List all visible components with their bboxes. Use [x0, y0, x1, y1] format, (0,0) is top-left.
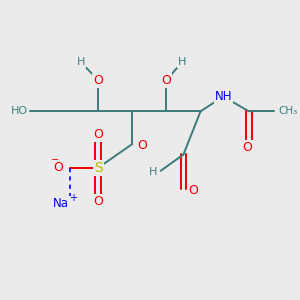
Text: O: O	[242, 141, 252, 154]
Text: +: +	[69, 193, 77, 202]
Text: H: H	[149, 167, 157, 177]
Text: O: O	[93, 195, 103, 208]
Text: O: O	[93, 74, 103, 87]
Text: O: O	[53, 161, 63, 174]
Text: O: O	[189, 184, 199, 196]
Text: CH₃: CH₃	[278, 106, 297, 116]
Text: H: H	[178, 57, 186, 67]
Text: O: O	[93, 128, 103, 141]
Text: S: S	[94, 161, 103, 175]
Text: HO: HO	[11, 106, 28, 116]
Text: −: −	[51, 154, 59, 164]
Text: NH: NH	[214, 90, 232, 103]
Text: O: O	[161, 74, 171, 87]
Text: O: O	[137, 139, 147, 152]
Text: Na: Na	[53, 197, 69, 210]
Text: H: H	[77, 57, 85, 67]
